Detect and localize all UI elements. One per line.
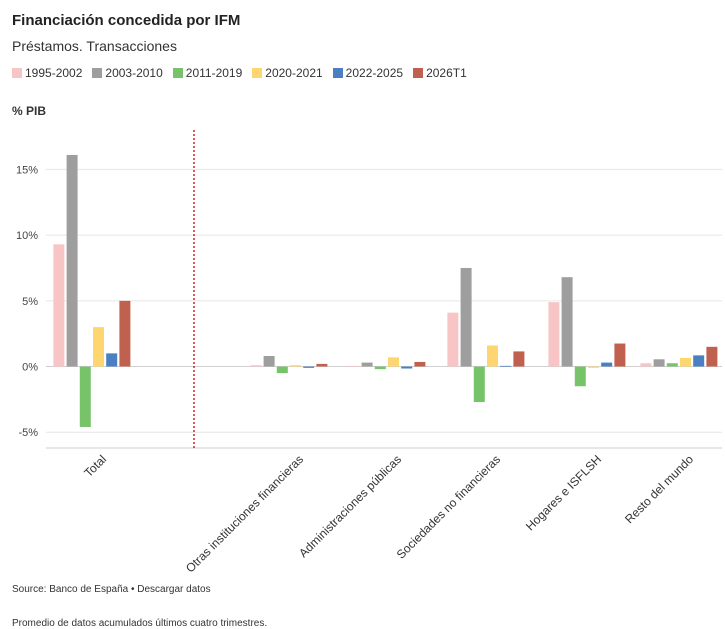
bar-1-4 <box>303 366 315 368</box>
bar-2-4 <box>401 366 413 369</box>
legend-swatch <box>332 68 343 78</box>
legend-swatch <box>413 68 424 78</box>
bar-5-0 <box>640 363 652 367</box>
x-tick-label: Sociedades no financieras <box>394 452 503 561</box>
bar-4-0 <box>548 302 560 367</box>
bar-5-1 <box>653 359 665 367</box>
legend-label: 2022-2025 <box>345 66 404 80</box>
source-note: Source: Banco de España • Descargar dato… <box>12 584 211 595</box>
legend-label: 2011-2019 <box>185 66 243 80</box>
bar-0-3 <box>93 327 104 367</box>
y-tick-label: 5% <box>22 296 38 308</box>
x-tick-label: Total <box>81 452 109 480</box>
bar-3-3 <box>487 345 498 367</box>
legend-label: 2003-2010 <box>105 66 163 80</box>
legend-item-3[interactable]: 2020-2021 <box>252 66 323 80</box>
legend-swatch <box>172 68 183 78</box>
bar-1-0 <box>250 365 262 367</box>
footnote: Promedio de datos acumulados últimos cua… <box>12 618 268 629</box>
bar-3-1 <box>460 267 472 367</box>
legend-swatch <box>12 68 22 78</box>
chart-title: Financiación concedida por IFM <box>12 12 241 29</box>
legend-swatch <box>92 68 103 78</box>
bar-1-3 <box>290 365 301 367</box>
bar-1-5 <box>316 363 328 367</box>
x-tick-label: Hogares e ISFLSH <box>523 452 604 533</box>
bar-5-4 <box>693 355 705 367</box>
bar-2-5 <box>414 361 426 367</box>
bar-0-4 <box>106 353 118 367</box>
legend: 1995-2002 2003-2010 2011-2019 2020-2021 2022… <box>12 66 467 80</box>
bar-0-0 <box>53 244 65 367</box>
x-tick-label: Otras instituciones financieras <box>183 452 306 575</box>
bar-4-4 <box>601 362 613 367</box>
bar-5-3 <box>680 357 691 367</box>
bar-5-5 <box>706 346 718 367</box>
x-tick-label: Resto del mundo <box>622 452 696 526</box>
bar-3-5 <box>513 351 525 367</box>
y-tick-label: 10% <box>16 230 38 242</box>
bar-1-1 <box>263 356 275 367</box>
legend-item-2[interactable]: 2011-2019 <box>172 66 243 80</box>
bar-3-4 <box>500 365 512 367</box>
bar-3-2 <box>473 366 485 403</box>
bar-2-2 <box>374 366 386 370</box>
legend-item-5[interactable]: 2026T1 <box>413 66 467 80</box>
y-tick-label: -5% <box>18 427 38 439</box>
legend-swatch <box>252 68 263 78</box>
x-tick-label: Administraciones públicas <box>296 452 404 560</box>
bar-0-5 <box>119 300 131 367</box>
bar-2-0 <box>348 365 360 367</box>
legend-label: 2020-2021 <box>265 66 323 80</box>
bar-2-1 <box>361 362 373 367</box>
bar-1-2 <box>276 366 288 374</box>
y-tick-label: 0% <box>22 362 38 374</box>
bar-4-1 <box>561 277 573 367</box>
legend-item-1[interactable]: 2003-2010 <box>92 66 163 80</box>
bar-0-2 <box>79 366 91 427</box>
bar-5-2 <box>666 363 678 367</box>
y-tick-label: 15% <box>16 164 38 176</box>
bar-4-3 <box>588 366 599 368</box>
y-axis-label: % PIB <box>12 104 47 118</box>
bar-3-0 <box>447 312 459 367</box>
chart-subtitle: Préstamos. Transacciones <box>12 38 177 54</box>
bar-4-5 <box>614 343 626 367</box>
legend-item-0[interactable]: 1995-2002 <box>12 66 82 80</box>
legend-label: 1995-2002 <box>25 66 83 80</box>
legend-label: 2026T1 <box>426 66 467 80</box>
bar-2-3 <box>388 357 399 367</box>
legend-item-4[interactable]: 2022-2025 <box>332 66 404 80</box>
bar-0-1 <box>66 154 78 367</box>
bar-4-2 <box>574 366 586 387</box>
